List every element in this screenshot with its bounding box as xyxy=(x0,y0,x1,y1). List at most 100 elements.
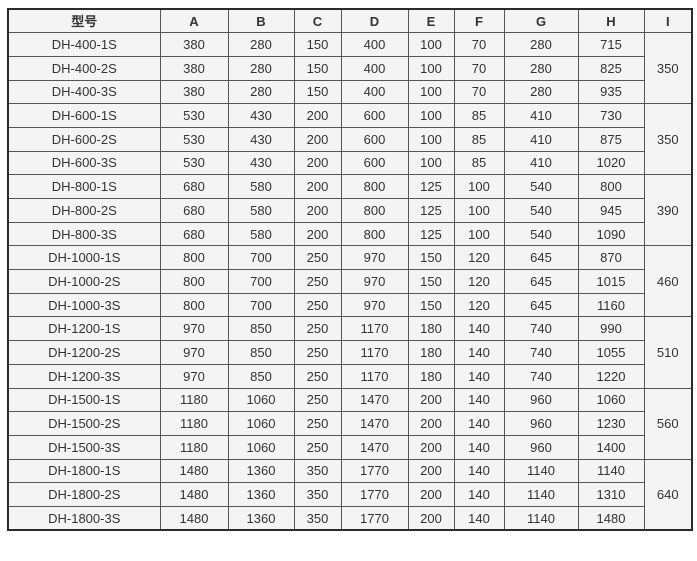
value-cell-h: 1020 xyxy=(577,150,645,176)
value-cell-g: 645 xyxy=(503,269,579,294)
value-cell-b: 1060 xyxy=(227,411,295,436)
value-cell-h: 1480 xyxy=(577,505,645,531)
value-cell-a: 1480 xyxy=(159,505,229,531)
table-row: DH-800-1S 680 580 200 800 125 100 540 800 390 xyxy=(7,174,693,247)
value-cell-b: 850 xyxy=(227,363,295,389)
value-cell-d: 600 xyxy=(340,103,409,128)
value-cell-f: 140 xyxy=(453,458,505,484)
value-cell-f: 140 xyxy=(453,340,505,365)
value-cell-h: 1060 xyxy=(577,387,645,413)
model-cell: DH-800-3S xyxy=(7,221,161,247)
value-cell-e: 100 xyxy=(407,55,455,81)
value-cell-c: 250 xyxy=(293,292,342,318)
spec-table: 型号 A B C D E F G H I DH-400-1S 380 280 150 400 100 70 28… xyxy=(7,8,693,532)
model-cell: DH-400-1S xyxy=(7,32,161,57)
model-cell: DH-800-1S xyxy=(7,174,161,199)
value-cell-b: 280 xyxy=(227,55,295,81)
value-cell-b: 1060 xyxy=(227,434,295,460)
value-cell-b: 280 xyxy=(227,32,295,57)
value-cell-d: 1170 xyxy=(340,316,409,342)
value-cell-i-merged: 350 xyxy=(643,32,693,105)
value-cell-g: 960 xyxy=(503,434,579,460)
value-cell-c: 350 xyxy=(293,458,342,484)
value-cell-h: 870 xyxy=(577,245,645,271)
value-cell-e: 100 xyxy=(407,150,455,176)
table-row: DH-800-2S 680 580 200 800 125 100 540 945 xyxy=(7,198,692,223)
value-cell-e: 200 xyxy=(407,505,455,531)
value-cell-i-merged: 510 xyxy=(643,316,693,389)
model-cell: DH-1000-2S xyxy=(7,269,161,294)
table-row: DH-1500-3S 1180 1060 250 1470 200 140 960 1400 xyxy=(7,434,692,460)
spec-table-head: 型号 A B C D E F G H I xyxy=(7,8,693,34)
value-cell-g: 740 xyxy=(503,363,579,389)
value-cell-f: 120 xyxy=(453,292,505,318)
value-cell-d: 400 xyxy=(340,79,409,105)
table-row: DH-1000-3S 800 700 250 970 150 120 645 1160 xyxy=(7,292,692,318)
table-row: DH-600-2S 530 430 200 600 100 85 410 875 xyxy=(7,126,692,152)
column-header-c: C xyxy=(293,8,342,34)
value-cell-b: 430 xyxy=(227,103,295,128)
value-cell-f: 140 xyxy=(453,505,505,531)
value-cell-a: 1180 xyxy=(159,387,229,413)
value-cell-h: 945 xyxy=(577,198,645,223)
value-cell-f: 140 xyxy=(453,363,505,389)
value-cell-f: 70 xyxy=(453,79,505,105)
model-cell: DH-1500-1S xyxy=(7,387,161,413)
value-cell-h: 875 xyxy=(577,126,645,152)
value-cell-c: 250 xyxy=(293,340,342,365)
value-cell-b: 1360 xyxy=(227,505,295,531)
value-cell-f: 100 xyxy=(453,221,505,247)
value-cell-h: 935 xyxy=(577,79,645,105)
value-cell-a: 530 xyxy=(159,103,229,128)
column-header-e: E xyxy=(407,8,455,34)
value-cell-f: 140 xyxy=(453,387,505,413)
value-cell-h: 1230 xyxy=(577,411,645,436)
table-row: DH-1200-3S 970 850 250 1170 180 140 740 1220 xyxy=(7,363,692,389)
value-cell-f: 140 xyxy=(453,434,505,460)
value-cell-h: 990 xyxy=(577,316,645,342)
spec-table-body: DH-400-1S 380 280 150 400 100 70 280 715 350 DH-40… xyxy=(7,32,693,531)
value-cell-d: 970 xyxy=(340,245,409,271)
table-row: DH-1500-2S 1180 1060 250 1470 200 140 960 1230 xyxy=(7,411,692,436)
table-row: DH-400-2S 380 280 150 400 100 70 280 825 xyxy=(7,55,692,81)
value-cell-g: 280 xyxy=(503,79,579,105)
column-header-h: H xyxy=(577,8,645,34)
value-cell-a: 1480 xyxy=(159,482,229,507)
value-cell-d: 1170 xyxy=(340,340,409,365)
value-cell-c: 250 xyxy=(293,434,342,460)
value-cell-c: 250 xyxy=(293,245,342,271)
value-cell-g: 410 xyxy=(503,103,579,128)
value-cell-c: 200 xyxy=(293,174,342,199)
value-cell-d: 970 xyxy=(340,269,409,294)
value-cell-e: 150 xyxy=(407,292,455,318)
value-cell-i-merged: 640 xyxy=(643,458,693,531)
value-cell-d: 600 xyxy=(340,126,409,152)
value-cell-g: 410 xyxy=(503,150,579,176)
value-cell-g: 1140 xyxy=(503,505,579,531)
value-cell-g: 740 xyxy=(503,316,579,342)
value-cell-c: 250 xyxy=(293,363,342,389)
value-cell-g: 280 xyxy=(503,55,579,81)
value-cell-e: 125 xyxy=(407,221,455,247)
value-cell-c: 250 xyxy=(293,316,342,342)
model-cell: DH-800-2S xyxy=(7,198,161,223)
value-cell-a: 970 xyxy=(159,340,229,365)
value-cell-c: 350 xyxy=(293,505,342,531)
value-cell-g: 960 xyxy=(503,387,579,413)
value-cell-c: 150 xyxy=(293,55,342,81)
value-cell-c: 200 xyxy=(293,150,342,176)
value-cell-g: 645 xyxy=(503,292,579,318)
value-cell-e: 200 xyxy=(407,411,455,436)
value-cell-g: 410 xyxy=(503,126,579,152)
model-cell: DH-600-2S xyxy=(7,126,161,152)
value-cell-g: 540 xyxy=(503,221,579,247)
value-cell-i-merged: 350 xyxy=(643,103,693,176)
value-cell-h: 1220 xyxy=(577,363,645,389)
table-row: DH-1200-2S 970 850 250 1170 180 140 740 1055 xyxy=(7,340,692,365)
value-cell-c: 150 xyxy=(293,79,342,105)
column-header-a: A xyxy=(159,8,229,34)
value-cell-g: 1140 xyxy=(503,458,579,484)
model-cell: DH-600-1S xyxy=(7,103,161,128)
value-cell-h: 730 xyxy=(577,103,645,128)
